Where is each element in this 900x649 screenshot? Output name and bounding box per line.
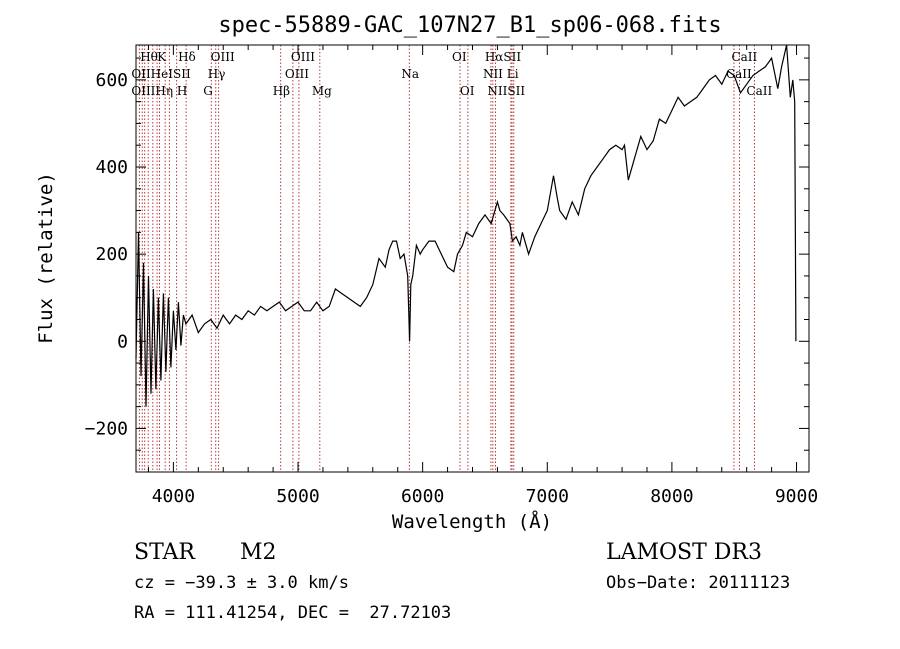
chart-title: spec-55889-GAC_107N27_B1_sp06-068.fits [218,13,721,38]
x-tick-label: 9000 [775,486,818,507]
line-id-label: K [157,50,167,64]
line-id-label: NIISII [487,84,525,98]
x-axis-ticks: 4000 5000 6000 7000 8000 9000 [147,45,818,507]
object-class: STAR [134,540,195,565]
line-id-label: NII Li [483,67,519,81]
x-tick-label: 5000 [276,486,319,507]
line-markers [138,45,755,472]
line-id-label: CaII [726,67,752,81]
line-id-label: HαSII [485,50,522,64]
x-tick-label: 7000 [526,486,569,507]
line-id-label: Hθ [140,50,158,64]
line-id-label: G [203,84,213,98]
line-id-label: Mg [312,84,332,98]
y-tick-label: 400 [95,157,128,178]
line-id-label: Hδ [178,50,196,64]
y-tick-label: −200 [85,418,128,439]
line-id-label: OIIIHη H [131,84,187,98]
line-id-label: OIII [211,50,235,64]
line-id-labels: Hθ K Hδ OIII OIII OI HαSII CaII OIIHeISII Hγ OIII N… [131,50,772,98]
coordinates: RA = 111.41254, DEC = 27.72103 [134,603,452,623]
redshift-cz: cz = −39.3 ± 3.0 km/s [134,573,349,593]
line-id-label: Hβ [273,84,290,98]
y-axis-label: Flux (relative) [35,172,57,344]
y-tick-label: 0 [117,331,128,352]
x-axis-label: Wavelength (Å) [392,510,552,533]
line-id-label: Hγ [208,67,226,81]
line-id-label: OIIHeISII [131,67,191,81]
y-axis-ticks: −200 0 200 400 600 [85,57,809,473]
line-id-label: OIII [291,50,315,64]
line-id-label: CaII [746,84,772,98]
line-id-label: OI [460,84,475,98]
x-tick-label: 6000 [401,486,444,507]
line-id-label: Na [401,67,419,81]
line-id-label: OI [452,50,467,64]
plot-frame [135,44,810,473]
object-subclass: M2 [240,540,277,565]
x-tick-label: 8000 [650,486,693,507]
line-id-label: CaII [731,50,757,64]
spectrum-line [135,44,797,407]
y-tick-label: 600 [95,70,128,91]
survey-name: LAMOST DR3 [606,540,762,565]
observation-date: Obs−Date: 20111123 [606,573,791,593]
y-tick-label: 200 [95,244,128,265]
line-id-label: OIII [285,67,309,81]
x-tick-label: 4000 [152,486,195,507]
